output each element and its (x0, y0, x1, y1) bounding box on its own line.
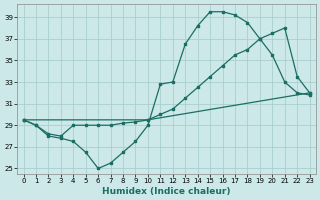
X-axis label: Humidex (Indice chaleur): Humidex (Indice chaleur) (102, 187, 231, 196)
